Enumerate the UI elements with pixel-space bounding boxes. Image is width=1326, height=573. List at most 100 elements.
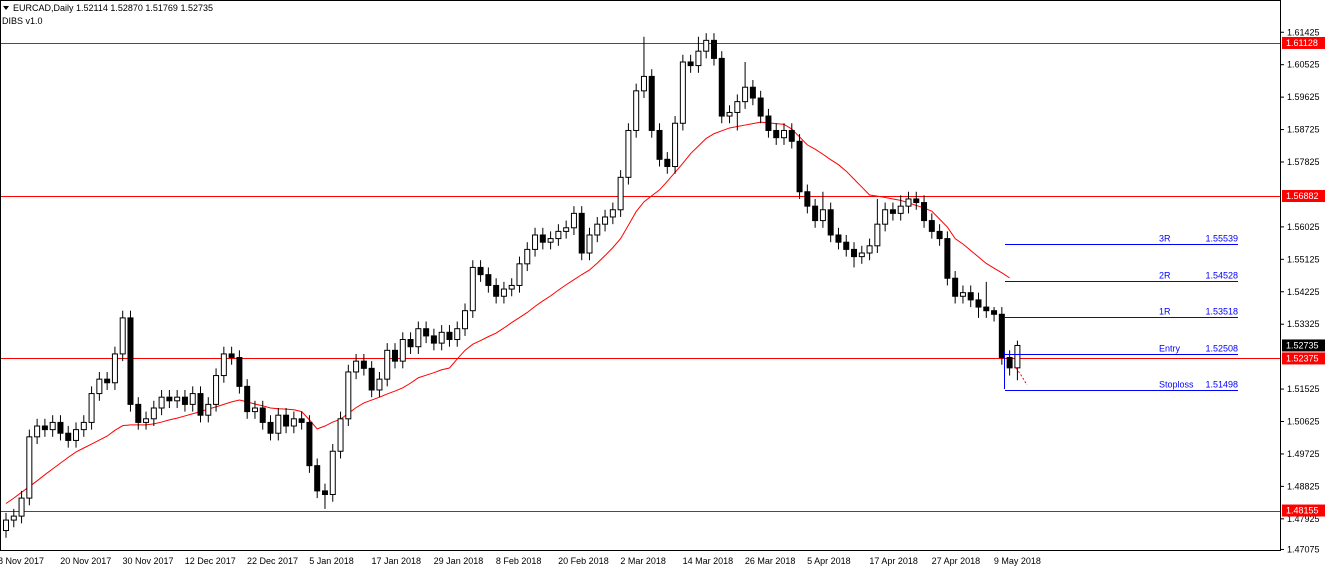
candle-body [928,220,935,232]
candle-body [609,209,616,218]
candle-body [703,39,710,52]
target-value: 1.52508 [1205,344,1238,354]
moving-average [5,121,1010,504]
candle-body [664,158,671,168]
y-tick-label: 1.55125 [1287,254,1320,264]
candle-body [353,360,360,373]
candle-body [905,198,912,207]
x-tick-label: 20 Nov 2017 [60,556,111,566]
candle-body [516,263,523,286]
candle-body [586,234,593,254]
candle-body [290,418,297,427]
candle-body [726,111,733,117]
candle-body [197,393,204,416]
candle-body [119,317,126,355]
candle-body [337,418,344,452]
x-tick-label: 2 Mar 2018 [620,556,666,566]
candle-body [874,223,881,247]
candle-body [1014,344,1021,369]
candle-body [998,313,1005,359]
current-price-label: 1.52735 [1286,340,1319,350]
candle-body [283,414,290,427]
x-tick-label: 17 Jan 2018 [371,556,421,566]
candle-body [57,421,64,434]
level-price-box [1282,352,1325,365]
x-tick-label: 8 Feb 2018 [496,556,542,566]
candle-body [34,425,41,438]
x-tick-label: 26 Mar 2018 [745,556,796,566]
candle-body [220,353,227,377]
candle-body [602,216,609,225]
candle-body [213,375,220,405]
candle-body [376,378,383,391]
candle-body [415,328,422,348]
candle-body [695,50,702,67]
x-tick-label: 30 Nov 2017 [122,556,173,566]
candle-body [555,230,562,240]
x-tick-label: 8 Nov 2017 [0,556,44,566]
candle-body [485,274,492,286]
candle-body [166,396,173,402]
candle-body [438,331,445,344]
candle-body [633,90,640,131]
y-tick-label: 1.60525 [1287,60,1320,70]
target-label: 2R [1159,271,1171,281]
candle-body [423,328,430,337]
candle-body [843,241,850,250]
candle-body [314,465,321,492]
candle-body [65,432,72,441]
candle-body [718,57,725,117]
y-tick-label: 1.47075 [1287,544,1320,554]
candle-body [757,97,764,117]
candle-body [158,396,165,409]
x-tick-label: 17 Apr 2018 [869,556,918,566]
candle-body [360,360,367,369]
candle-body [88,393,95,423]
candle-body [368,367,375,391]
candle-body [446,331,453,341]
candle-body [819,209,826,222]
projection [1015,367,1028,386]
candle-body [640,75,647,92]
candle-body [812,205,819,222]
x-tick-label: 5 Apr 2018 [807,556,851,566]
y-tick-label: 1.53325 [1287,319,1320,329]
candle-body [672,122,679,168]
collapse-arrow[interactable] [3,6,9,10]
candle-body [781,129,787,139]
candle-body [462,310,469,330]
candle-body [851,248,858,258]
candle-body [975,299,982,308]
candle-body [625,129,632,178]
candle-body [991,310,998,315]
candle-body [150,407,157,420]
target-label: 3R [1159,234,1171,244]
level-price-box [1282,189,1325,202]
candle-body [959,292,966,297]
y-tick-label: 1.48825 [1287,481,1320,491]
y-tick-label: 1.56025 [1287,222,1320,232]
x-tick-label: 20 Feb 2018 [558,556,609,566]
candle-body [10,515,17,521]
candle-body [493,284,500,297]
y-tick-label: 1.59625 [1287,92,1320,102]
candle-body [952,277,959,297]
y-tick-label: 1.51525 [1287,384,1320,394]
candle-body [835,234,842,243]
candle-body [205,403,212,416]
candle-body [563,227,570,232]
level-price-label: 1.61128 [1286,38,1318,48]
candle-body [788,129,795,142]
candle-body [656,129,663,160]
target-label: Stoploss [1159,380,1194,390]
candle-body [742,86,749,103]
candle-body [96,378,103,395]
y-tick-label: 1.57825 [1287,157,1320,167]
candle-body [80,421,87,431]
x-tick-label: 12 Dec 2017 [185,556,236,566]
candle-body [3,519,9,532]
level-price-label: 1.48155 [1286,506,1319,516]
candle-body [399,339,406,362]
